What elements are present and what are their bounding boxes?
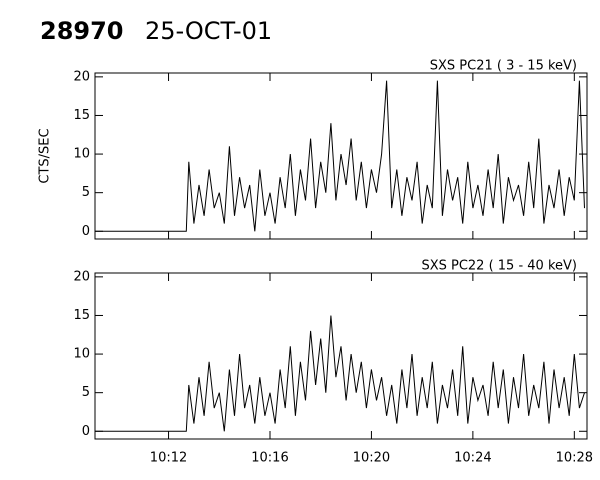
y-tick-label: 5 [82, 385, 90, 400]
x-tick-label: 10:20 [353, 451, 390, 466]
y-tick-label: 20 [73, 69, 90, 84]
y-tick-label: 10 [73, 147, 90, 162]
x-tick-label: 10:16 [251, 451, 288, 466]
y-tick-label: 15 [73, 308, 90, 323]
x-tick-label: 10:28 [556, 451, 593, 466]
y-tick-label: 20 [73, 269, 90, 284]
plot-frame [94, 72, 588, 240]
y-tick-label: 0 [82, 424, 90, 439]
y-axis-label: CTS/SEC [38, 128, 53, 183]
y-tick-label: 0 [82, 224, 90, 239]
record-date: 25-OCT-01 [145, 17, 272, 45]
data-line [95, 315, 585, 432]
x-tick-label: 10:24 [454, 451, 491, 466]
y-tick-label: 10 [73, 347, 90, 362]
panel-label: SXS PC22 ( 15 - 40 keV) [421, 259, 577, 274]
y-tick-label: 5 [82, 185, 90, 200]
x-tick-label: 10:12 [150, 451, 187, 466]
record-id: 28970 [40, 17, 124, 45]
panel-label: SXS PC21 ( 3 - 15 keV) [430, 59, 577, 74]
plot-frame [94, 272, 588, 440]
y-tick-label: 15 [73, 108, 90, 123]
data-line [95, 80, 585, 232]
